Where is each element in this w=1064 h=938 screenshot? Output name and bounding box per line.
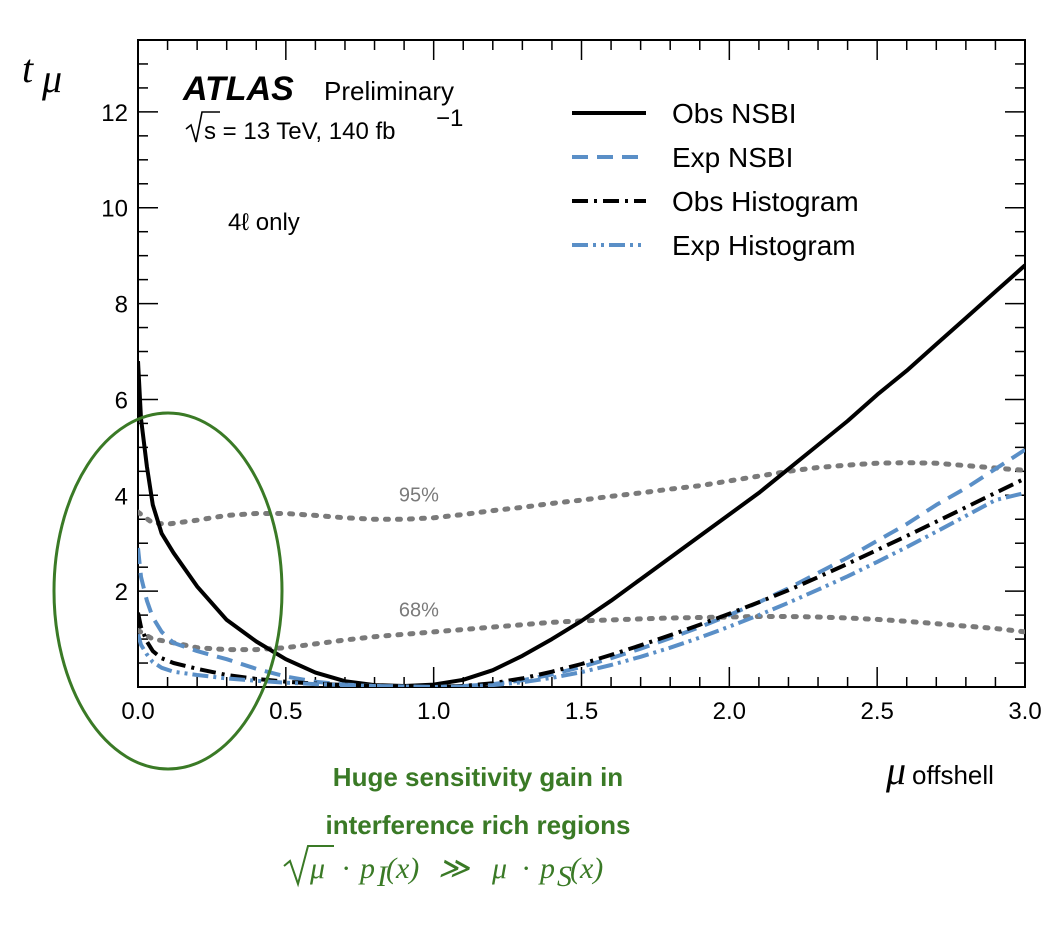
formula-sub2: S (557, 860, 572, 893)
formula-operator: ≫ (438, 852, 470, 885)
y-tick-label: 8 (115, 292, 128, 319)
series-lines (138, 263, 1025, 687)
y-tick-label: 6 (115, 387, 128, 414)
highlight-ellipse (52, 411, 284, 771)
energy-lumi-text: s = 13 TeV, 140 fb (204, 118, 396, 145)
formula-p2: p (538, 852, 555, 885)
sqrt-symbol (185, 111, 220, 143)
threshold-labels: 95% 68% (399, 484, 439, 621)
x-axis-title: μ offshell (885, 748, 994, 793)
x-tick-label: 0.0 (121, 698, 154, 725)
x-tick-label: 2.0 (713, 698, 746, 725)
threshold-curve-95 (138, 460, 1025, 527)
formula-x1: (x) (386, 852, 419, 885)
y-tick-label: 4 (115, 483, 128, 510)
threshold-curve-68 (138, 614, 1025, 653)
x-tick-label: 2.5 (860, 698, 893, 725)
legend-label: Exp Histogram (672, 230, 856, 261)
experiment-label: ATLAS (182, 70, 294, 108)
threshold-label-68: 68% (399, 599, 439, 621)
formula-mu: μ (491, 852, 507, 885)
x-axis-label: μ (885, 748, 906, 793)
formula-sqrt (283, 845, 334, 888)
x-tick-label: 0.5 (269, 698, 302, 725)
formula-sub1: I (376, 860, 389, 893)
y-axis-title: t μ (22, 46, 62, 101)
series-line-exp-histogram (138, 490, 1025, 687)
x-tick-labels: 0.0 0.5 1.0 1.5 2.0 2.5 3.0 (121, 698, 1041, 725)
x-tick-label: 3.0 (1008, 698, 1041, 725)
legend: Obs NSBI Exp NSBI Obs Histogram Exp Histogr… (572, 98, 859, 261)
energy-lumi-label: s = 13 TeV, 140 fb −1 (185, 105, 463, 145)
threshold-label-95: 95% (399, 484, 439, 506)
x-axis-label-sub: offshell (912, 760, 994, 790)
y-tick-labels: 2 4 6 8 10 12 (101, 100, 128, 606)
formula-dot-1: · (342, 852, 350, 885)
channel-label: 4ℓ only (228, 209, 300, 236)
formula-sqrt-arg: μ (309, 852, 325, 885)
y-tick-label: 10 (101, 196, 128, 223)
x-tick-label: 1.5 (565, 698, 598, 725)
x-tick-label: 1.0 (417, 698, 450, 725)
y-axis-label-sub: μ (41, 56, 62, 101)
legend-label: Obs Histogram (672, 186, 859, 217)
annotation-line-2: interference rich regions (326, 810, 631, 840)
formula-x2: (x) (570, 852, 603, 885)
formula-dot-2: · (522, 852, 530, 885)
y-axis-label: t (22, 46, 34, 91)
y-tick-label: 2 (115, 579, 128, 606)
legend-label: Exp NSBI (672, 142, 793, 173)
experiment-status: Preliminary (324, 76, 454, 106)
formula-p1: p (358, 852, 375, 885)
lumi-exponent: −1 (436, 105, 463, 132)
series-line-obs-histogram (138, 476, 1025, 687)
series-line-obs-nsbi (138, 263, 1025, 687)
annotation-line-1: Huge sensitivity gain in (333, 762, 623, 792)
threshold-curves (138, 460, 1025, 653)
legend-label: Obs NSBI (672, 98, 796, 129)
annotation-formula: μ · p I (x) ≫ μ · p S (x) (283, 845, 603, 893)
y-tick-label: 12 (101, 100, 128, 127)
